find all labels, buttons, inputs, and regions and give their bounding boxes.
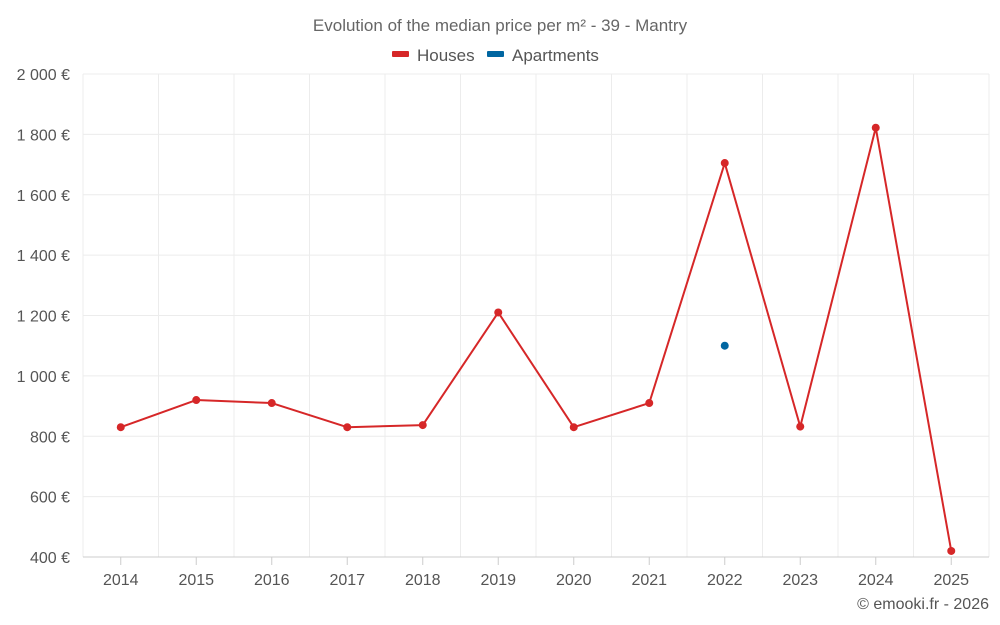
chart-title: Evolution of the median price per m² - 3…: [313, 16, 688, 35]
y-tick-label: 600 €: [30, 490, 70, 507]
legend-swatch-apartments: [487, 51, 504, 57]
legend-label-houses: Houses: [417, 46, 475, 65]
legend-label-apartments: Apartments: [512, 46, 599, 65]
data-point-houses-2019[interactable]: [494, 308, 503, 317]
x-tick-label-2018: 2018: [405, 572, 441, 589]
x-tick-label-2016: 2016: [254, 572, 290, 589]
y-tick-label: 1 200 €: [17, 309, 70, 326]
legend-item-apartments[interactable]: Apartments: [487, 46, 599, 65]
x-tick-label-2025: 2025: [933, 572, 969, 589]
legend: Houses Apartments: [392, 46, 599, 65]
series-line-houses: [120, 126, 953, 552]
x-tick-label-2023: 2023: [782, 572, 818, 589]
grid: [82, 73, 990, 557]
y-tick-label: 1 800 €: [17, 127, 70, 144]
y-tick-label: 2 000 €: [17, 67, 70, 84]
x-tick-label-2015: 2015: [178, 572, 214, 589]
x-tick-label-2024: 2024: [858, 572, 894, 589]
y-tick-label: 1 400 €: [17, 248, 70, 265]
series: [116, 123, 956, 555]
y-tick-label: 800 €: [30, 429, 70, 446]
y-tick-label: 1 000 €: [17, 369, 70, 386]
data-point-houses-2016[interactable]: [267, 399, 276, 408]
data-point-houses-2022[interactable]: [720, 159, 729, 168]
x-tick-label-2019: 2019: [480, 572, 516, 589]
series-apartments: [720, 341, 729, 350]
data-point-apartments-2022[interactable]: [720, 341, 729, 350]
x-tick-label-2014: 2014: [103, 572, 139, 589]
legend-swatch-houses: [392, 51, 409, 57]
data-point-houses-2024[interactable]: [871, 123, 880, 132]
data-point-houses-2021[interactable]: [645, 399, 654, 408]
credit: © emooki.fr - 2026: [857, 596, 989, 613]
x-tick-label-2022: 2022: [707, 572, 743, 589]
axes: 400 € 600 € 800 € 1 000 € 1 200 € 1 400 € 1 60…: [17, 67, 989, 589]
data-point-houses-2017[interactable]: [343, 423, 352, 432]
data-point-houses-2014[interactable]: [116, 423, 125, 432]
data-point-houses-2018[interactable]: [418, 421, 427, 430]
data-point-houses-2023[interactable]: [796, 422, 805, 431]
y-tick-label: 400 €: [30, 550, 70, 567]
legend-item-houses[interactable]: Houses: [392, 46, 475, 65]
x-tick-label-2021: 2021: [631, 572, 667, 589]
data-point-houses-2015[interactable]: [192, 396, 201, 405]
data-point-houses-2020[interactable]: [569, 423, 578, 432]
series-houses: [116, 123, 956, 555]
x-tick-label-2020: 2020: [556, 572, 592, 589]
data-point-houses-2025[interactable]: [947, 546, 956, 555]
x-tick-label-2017: 2017: [329, 572, 365, 589]
y-tick-label: 1 600 €: [17, 188, 70, 205]
